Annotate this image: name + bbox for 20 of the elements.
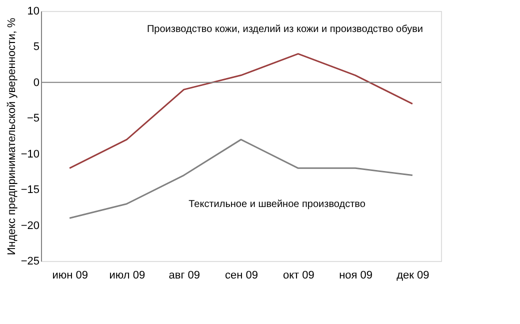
x-tick-label: ноя 09 <box>339 270 373 282</box>
y-tick-label: −15 <box>20 184 40 196</box>
x-tick-label: июл 09 <box>109 270 146 282</box>
y-tick-label: −5 <box>26 112 40 125</box>
annotation: Производство кожи, изделий из кожи и производство обуви <box>146 24 424 35</box>
line-series <box>68 138 414 219</box>
x-tick-label: дек 09 <box>396 270 430 282</box>
annotation: Текстильное и швейное производство <box>188 198 366 210</box>
x-tick-label: авг 09 <box>168 270 200 282</box>
y-tick-label: −25 <box>20 256 40 268</box>
x-tick-label: июн 09 <box>52 270 88 282</box>
line-series <box>68 53 414 169</box>
y-tick-label: −10 <box>20 148 40 160</box>
y-tick-label: 0 <box>33 76 40 89</box>
y-tick-label: 10 <box>27 6 40 18</box>
x-tick-label: сен 09 <box>225 270 258 282</box>
y-axis-title: Индекс предпринимательской уверенности, % <box>6 18 18 256</box>
y-tick-label: −20 <box>20 220 40 232</box>
y-tick-label: 5 <box>33 41 40 54</box>
x-tick-label: окт 09 <box>282 270 314 282</box>
